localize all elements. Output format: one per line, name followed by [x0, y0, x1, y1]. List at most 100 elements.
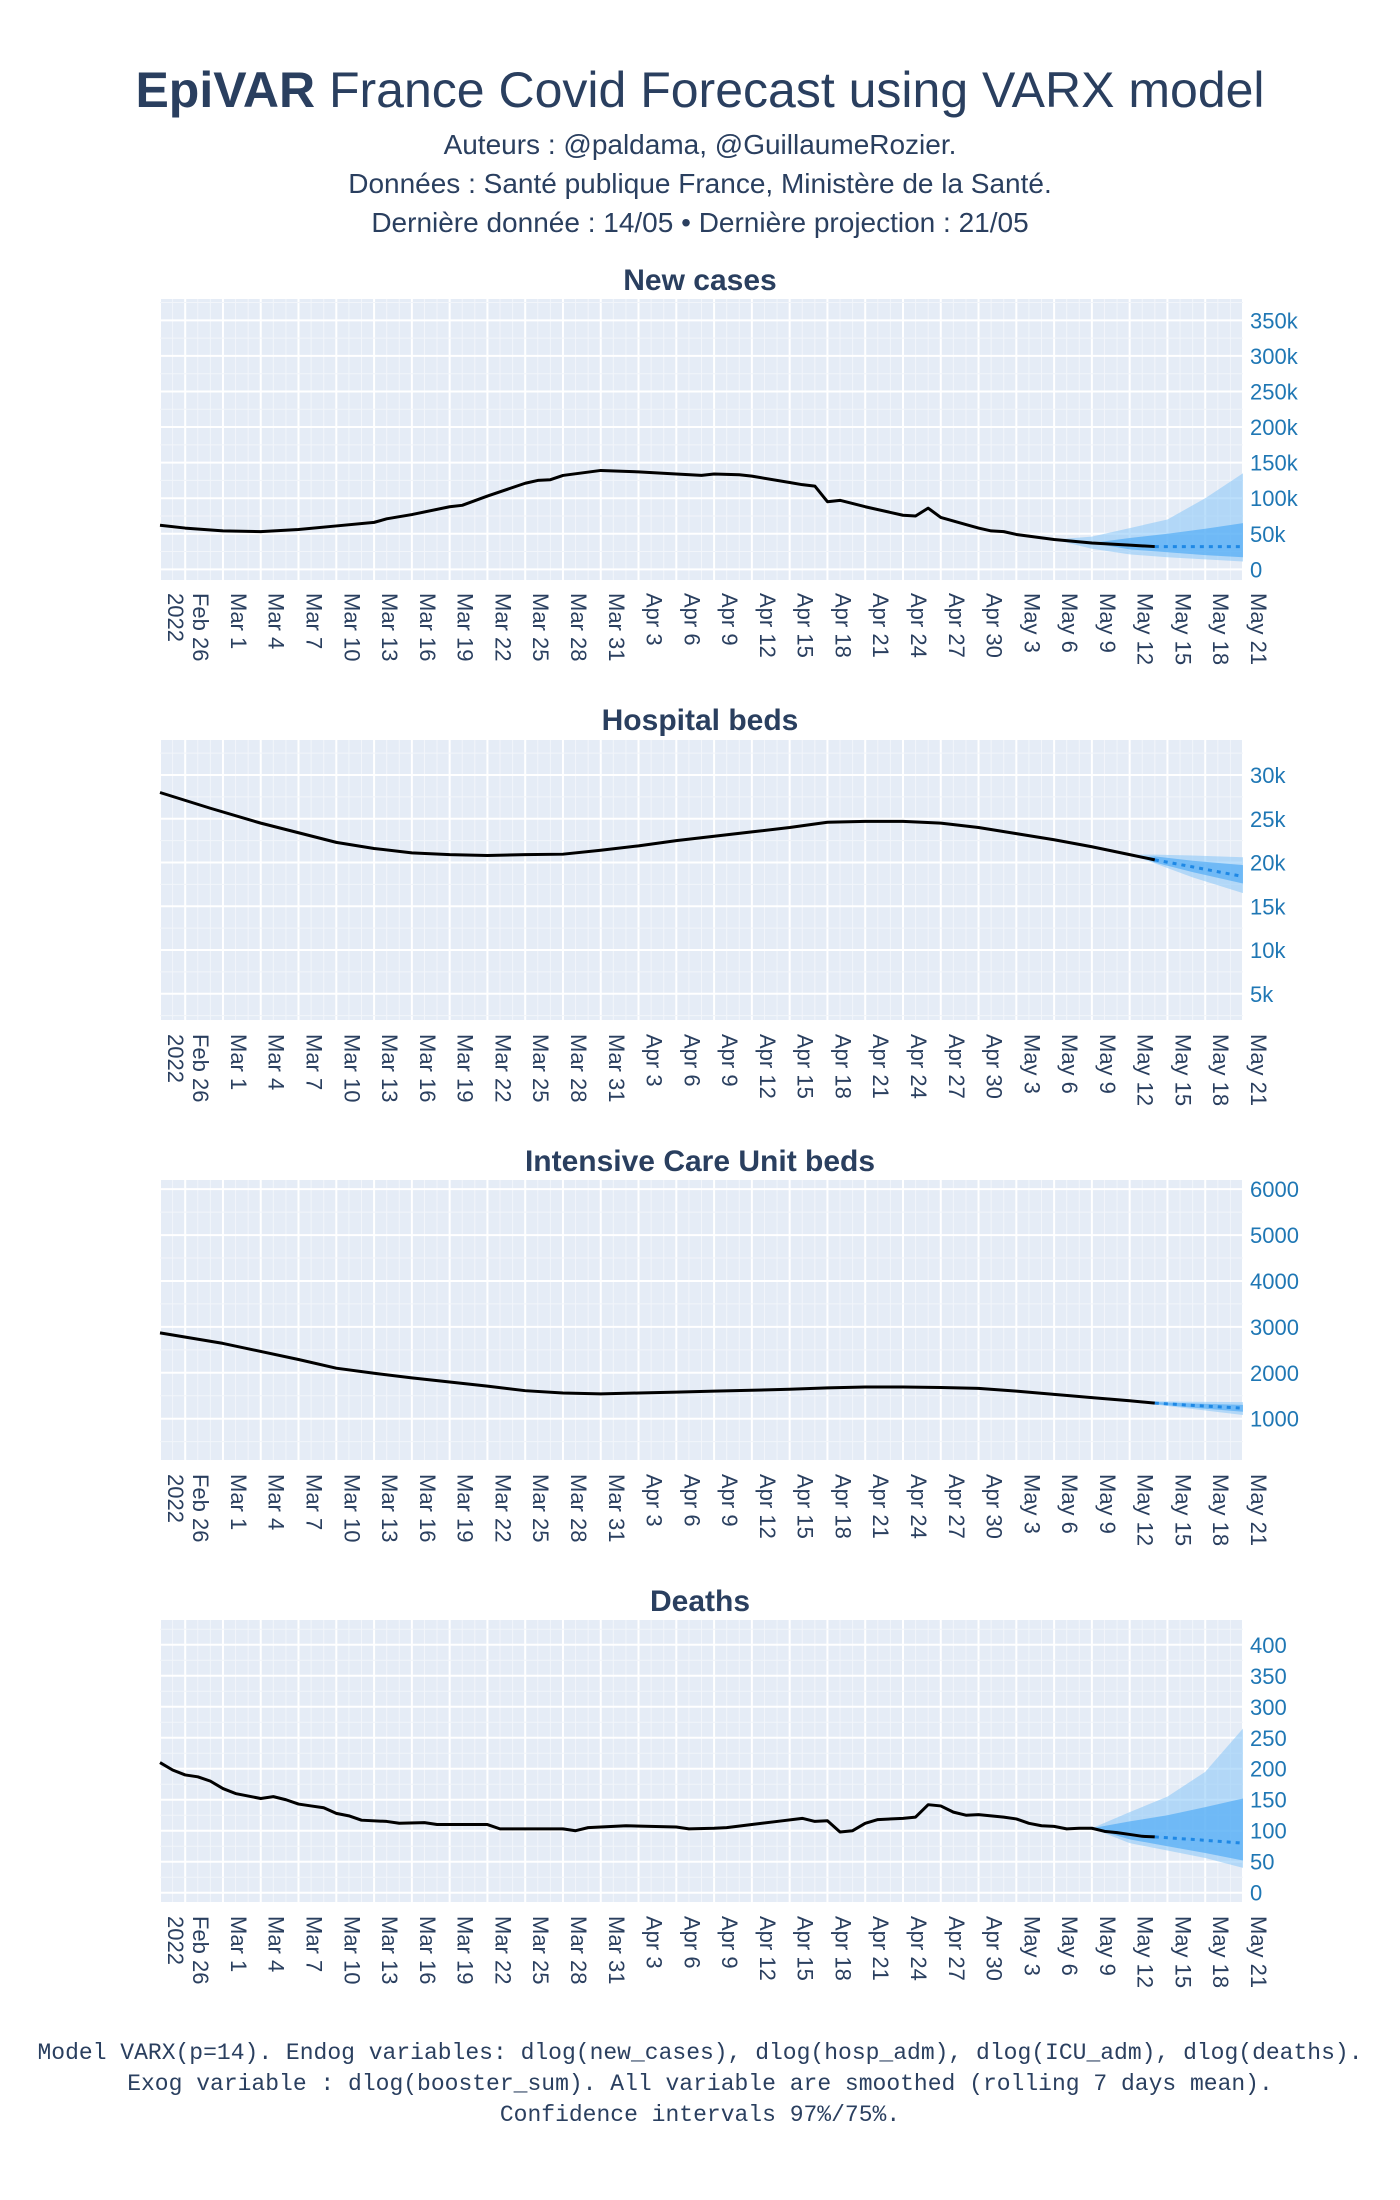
y-tick-label: 350 [1250, 1664, 1287, 1689]
x-tick-label: May 3 [1019, 1034, 1044, 1094]
x-tick-label: Mar 13 [377, 1034, 402, 1102]
x-tick-label: 2022 [163, 1916, 188, 1965]
x-tick-label: May 21 [1246, 1916, 1271, 1988]
x-tick-label: Mar 22 [490, 1474, 515, 1542]
y-tick-label: 100k [1250, 486, 1299, 511]
x-tick-label: May 18 [1208, 1034, 1233, 1106]
y-tick-label: 1000 [1250, 1407, 1299, 1432]
title-brand: EpiVAR [135, 62, 316, 118]
x-tick-label: Apr 18 [830, 1034, 855, 1099]
x-tick-label: Apr 27 [944, 593, 969, 658]
x-tick-label: Mar 19 [453, 1034, 478, 1102]
x-tick-label: Apr 30 [982, 1034, 1007, 1099]
x-tick-label: May 15 [1170, 1916, 1195, 1988]
x-tick-label: May 15 [1170, 1034, 1195, 1106]
x-tick-label: May 18 [1208, 1916, 1233, 1988]
y-tick-label: 250 [1250, 1726, 1287, 1751]
x-tick-label: Mar 16 [415, 1034, 440, 1102]
x-tick-label: Mar 31 [604, 1474, 629, 1542]
chart-panel-4: Deaths 0 50 100 150 200 250 300 350 400 2022 Feb 26… [159, 1585, 1287, 1988]
x-tick-label: Mar 10 [339, 593, 364, 661]
x-tick-label: Mar 4 [264, 1474, 289, 1530]
x-tick-label: May 3 [1019, 593, 1044, 653]
x-tick-label: Mar 7 [302, 593, 327, 649]
y-tick-label: 100 [1250, 1819, 1287, 1844]
y-tick-label: 200 [1250, 1757, 1287, 1782]
x-tick-label: May 9 [1095, 1474, 1120, 1534]
x-tick-label: Apr 15 [793, 1916, 818, 1981]
x-tick-label: 2022 [163, 1034, 188, 1083]
y-tick-label: 3000 [1250, 1315, 1299, 1340]
y-tick-label: 25k [1250, 807, 1286, 832]
x-tick-label: May 9 [1095, 1034, 1120, 1094]
x-tick-label: Mar 28 [566, 1034, 591, 1102]
x-tick-label: Feb 26 [188, 1474, 213, 1543]
x-tick-label: Mar 22 [490, 1034, 515, 1102]
x-tick-label: Apr 15 [793, 1474, 818, 1539]
x-tick-label: Mar 19 [453, 1474, 478, 1542]
y-tick-label: 5000 [1250, 1223, 1299, 1248]
x-tick-label: Apr 3 [642, 593, 667, 646]
observed-line [159, 791, 1156, 862]
x-tick-label: Apr 24 [906, 593, 931, 658]
ci-75-band [1091, 523, 1243, 558]
x-tick-label: Apr 21 [868, 593, 893, 658]
x-tick-label: Mar 16 [415, 593, 440, 661]
y-tick-label: 10k [1250, 938, 1286, 963]
x-tick-label: Mar 10 [339, 1474, 364, 1542]
x-tick-label: May 18 [1208, 593, 1233, 665]
observed-line [159, 468, 1155, 549]
x-tick-label: Mar 1 [226, 1916, 251, 1972]
y-tick-label: 2000 [1250, 1361, 1299, 1386]
x-tick-label: Mar 31 [604, 1916, 629, 1984]
observed-line [159, 1331, 1155, 1405]
x-tick-label: Mar 13 [377, 1474, 402, 1542]
x-tick-label: Apr 12 [755, 1474, 780, 1539]
x-tick-label: May 21 [1246, 1474, 1271, 1546]
x-tick-label: Mar 4 [264, 1034, 289, 1090]
x-tick-label: Mar 28 [566, 593, 591, 661]
y-tick-label: 250k [1250, 379, 1299, 404]
x-tick-label: Feb 26 [188, 1916, 213, 1985]
x-tick-label: May 6 [1057, 1034, 1082, 1094]
footer-line-1: Model VARX(p=14). Endog variables: dlog(… [37, 2040, 1363, 2066]
x-tick-label: Apr 21 [868, 1034, 893, 1099]
x-tick-label: Mar 1 [226, 1474, 251, 1530]
x-tick-label: Mar 28 [566, 1474, 591, 1542]
x-tick-label: Apr 12 [755, 1034, 780, 1099]
x-tick-label: May 12 [1133, 593, 1158, 665]
x-tick-label: Apr 21 [868, 1916, 893, 1981]
ci-75-band [1154, 1402, 1243, 1412]
x-tick-label: Mar 1 [226, 1034, 251, 1090]
x-tick-label: Apr 18 [830, 593, 855, 658]
x-tick-label: May 18 [1208, 1474, 1233, 1546]
x-tick-label: Apr 3 [642, 1916, 667, 1969]
y-tick-label: 150k [1250, 451, 1299, 476]
x-tick-label: Mar 4 [264, 593, 289, 649]
x-tick-label: Apr 27 [944, 1916, 969, 1981]
x-tick-label: Feb 26 [188, 593, 213, 662]
y-tick-label: 200k [1250, 415, 1299, 440]
chart-title: Deaths [650, 1585, 750, 1618]
x-tick-label: Mar 31 [604, 593, 629, 661]
x-tick-label: Mar 10 [339, 1916, 364, 1984]
x-tick-label: Apr 24 [906, 1916, 931, 1981]
x-tick-label: Mar 10 [339, 1034, 364, 1102]
x-tick-label: Mar 16 [415, 1474, 440, 1542]
x-tick-label: Apr 27 [944, 1474, 969, 1539]
x-tick-label: Apr 15 [793, 593, 818, 658]
x-tick-label: Apr 9 [717, 1034, 742, 1087]
x-tick-label: Apr 6 [679, 1034, 704, 1087]
observed-line [159, 1761, 1155, 1839]
x-tick-label: Mar 25 [528, 593, 553, 661]
x-tick-label: Apr 3 [642, 1474, 667, 1527]
y-tick-label: 5k [1250, 982, 1274, 1007]
x-tick-label: Apr 30 [982, 1916, 1007, 1981]
x-tick-label: Apr 3 [642, 1034, 667, 1087]
x-tick-label: Apr 6 [679, 593, 704, 646]
y-tick-label: 300 [1250, 1695, 1287, 1720]
x-tick-label: Mar 19 [453, 1916, 478, 1984]
x-tick-label: Mar 7 [302, 1474, 327, 1530]
x-tick-label: Mar 25 [528, 1474, 553, 1542]
chart-title: Intensive Care Unit beds [525, 1145, 875, 1178]
